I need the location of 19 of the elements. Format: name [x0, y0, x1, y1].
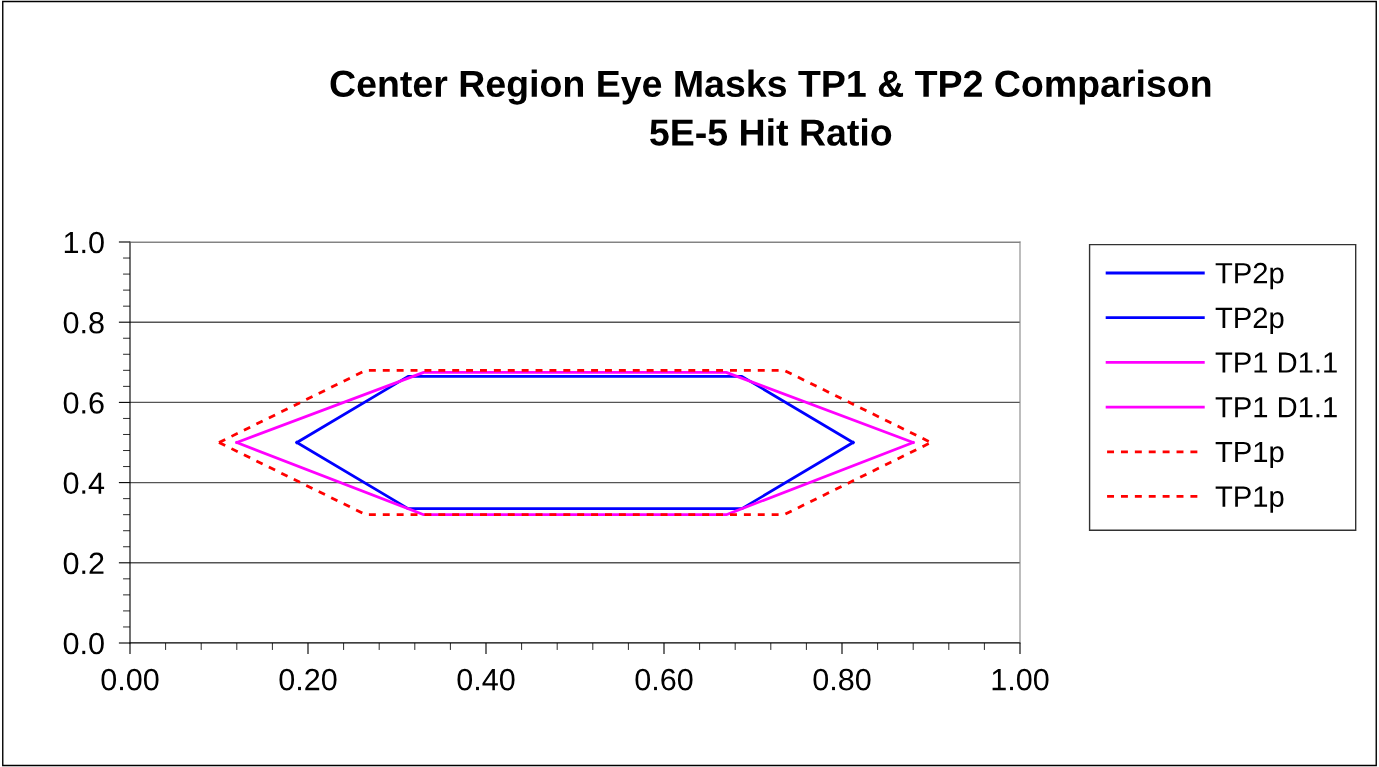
legend-label: TP1p — [1215, 441, 1284, 469]
legend-label: TP1p — [1215, 486, 1284, 513]
x-tick-label: 1.00 — [992, 668, 1049, 691]
x-tick-label: 0.40 — [457, 668, 515, 691]
x-tick-label: 0.00 — [101, 668, 159, 691]
y-tick-label: 1.0 — [64, 231, 104, 254]
y-tick-label: 0.4 — [63, 472, 105, 494]
legend-label: TP2p — [1215, 307, 1284, 334]
x-tick-label: 0.80 — [813, 668, 871, 691]
legend-label: TP1 D1.1 — [1215, 352, 1337, 373]
legend-label: TP1 D1.1 — [1215, 397, 1337, 418]
x-tick-label: 0.60 — [635, 668, 693, 691]
y-tick-label: 0.6 — [63, 392, 104, 414]
chart-title: Center Region Eye Masks TP1 & TP2 Comparison 5E-5 Hit Ratio — [330, 69, 1211, 146]
x-tick-label: 0.20 — [279, 668, 337, 691]
legend-label: TP2p — [1215, 262, 1284, 290]
y-tick-label: 0.8 — [63, 311, 104, 334]
y-tick-label: 0.0 — [63, 632, 104, 655]
y-tick-label: 0.2 — [63, 552, 104, 575]
